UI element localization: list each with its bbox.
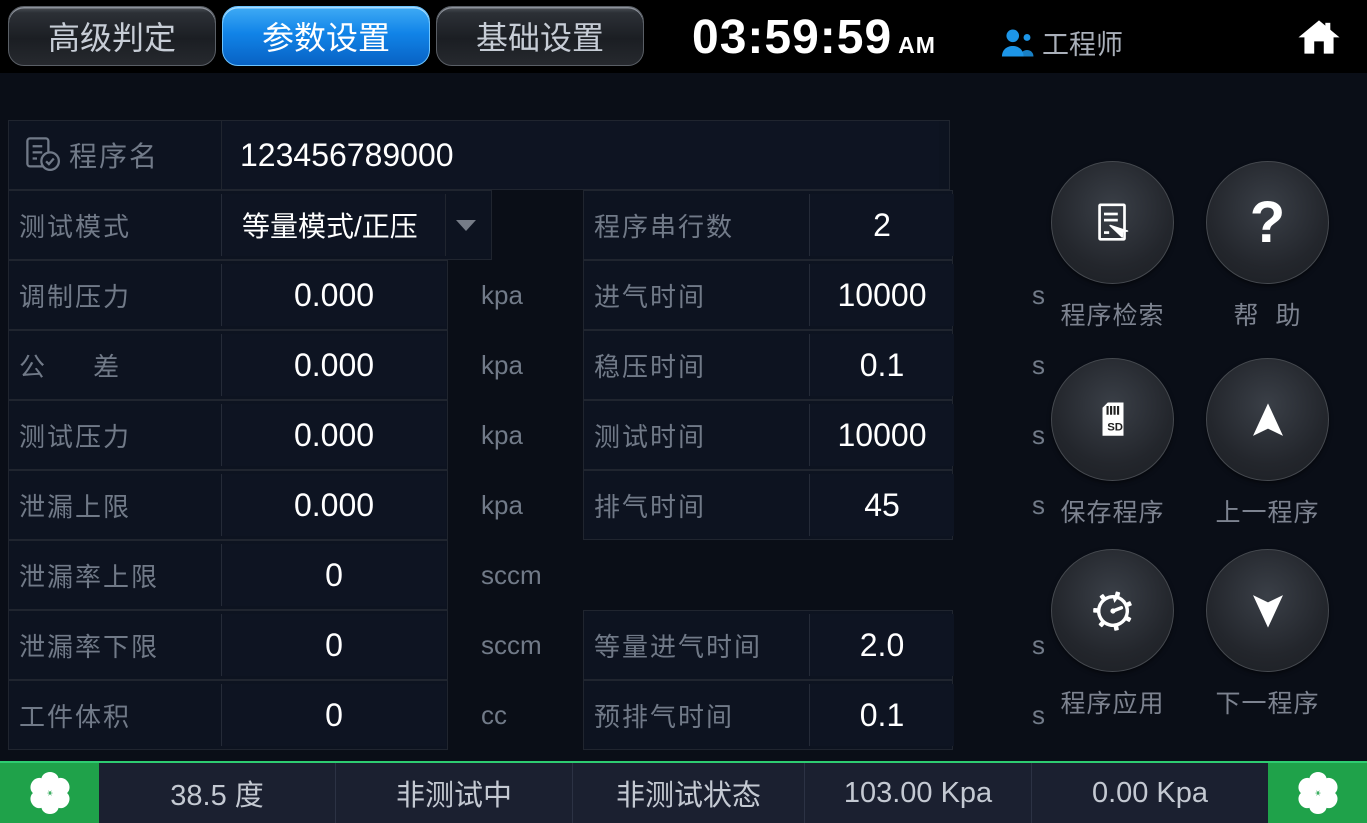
svg-text:SD: SD	[1107, 421, 1123, 433]
